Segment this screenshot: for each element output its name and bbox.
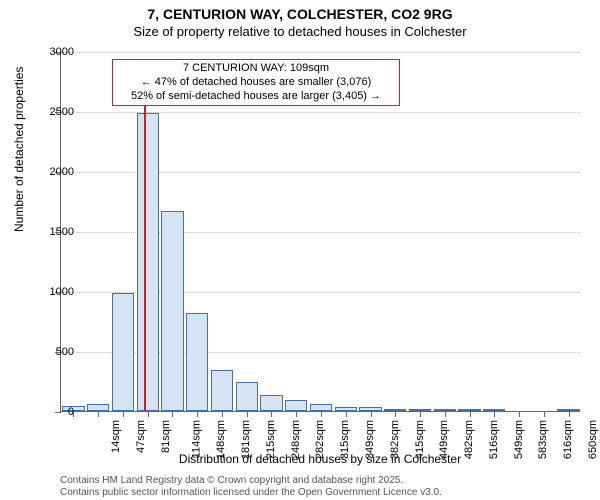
annotation-line1: 7 CENTURION WAY: 109sqm xyxy=(119,62,393,76)
y-tick-label: 1500 xyxy=(24,226,74,238)
x-tick-label: 81sqm xyxy=(160,420,172,453)
x-tick-label: 650sqm xyxy=(587,420,599,459)
annotation-box: 7 CENTURION WAY: 109sqm ← 47% of detache… xyxy=(112,59,400,106)
bar xyxy=(87,404,109,411)
x-tick xyxy=(470,411,471,417)
footer-line1: Contains HM Land Registry data © Crown c… xyxy=(60,475,403,486)
bar xyxy=(186,313,208,411)
bar xyxy=(161,211,183,411)
grid-line xyxy=(61,52,580,53)
y-tick-label: 1000 xyxy=(24,286,74,298)
bar xyxy=(112,293,134,411)
x-tick xyxy=(420,411,421,417)
x-tick-label: 47sqm xyxy=(135,420,147,453)
bar xyxy=(236,382,258,411)
chart-title-line2: Size of property relative to detached ho… xyxy=(0,24,600,39)
marker-line xyxy=(144,87,146,411)
bar xyxy=(260,395,282,411)
x-tick xyxy=(395,411,396,417)
x-tick xyxy=(271,411,272,417)
y-tick-label: 0 xyxy=(24,406,74,418)
x-tick xyxy=(544,411,545,417)
x-axis-title: Distribution of detached houses by size … xyxy=(60,452,580,466)
x-tick xyxy=(371,411,372,417)
x-tick xyxy=(222,411,223,417)
x-tick xyxy=(148,411,149,417)
y-axis-title: Number of detached properties xyxy=(12,67,26,232)
chart-container: 7, CENTURION WAY, COLCHESTER, CO2 9RG Si… xyxy=(0,0,600,500)
x-tick xyxy=(569,411,570,417)
annotation-line3: 52% of semi-detached houses are larger (… xyxy=(119,90,393,104)
x-tick xyxy=(172,411,173,417)
x-tick xyxy=(445,411,446,417)
x-tick xyxy=(123,411,124,417)
x-tick xyxy=(494,411,495,417)
x-tick xyxy=(321,411,322,417)
x-tick xyxy=(346,411,347,417)
y-tick-label: 2000 xyxy=(24,166,74,178)
annotation-line2: ← 47% of detached houses are smaller (3,… xyxy=(119,76,393,90)
bar xyxy=(285,400,307,411)
bar xyxy=(211,370,233,411)
footer-line2: Contains public sector information licen… xyxy=(60,487,442,498)
y-tick-label: 3000 xyxy=(24,46,74,58)
x-tick xyxy=(247,411,248,417)
bar xyxy=(310,404,332,411)
y-tick-label: 500 xyxy=(24,346,74,358)
x-tick xyxy=(98,411,99,417)
chart-title-line1: 7, CENTURION WAY, COLCHESTER, CO2 9RG xyxy=(0,6,600,22)
x-tick xyxy=(519,411,520,417)
x-tick xyxy=(197,411,198,417)
y-tick-label: 2500 xyxy=(24,106,74,118)
x-tick xyxy=(296,411,297,417)
x-tick-label: 14sqm xyxy=(110,420,122,453)
bar xyxy=(137,113,159,411)
